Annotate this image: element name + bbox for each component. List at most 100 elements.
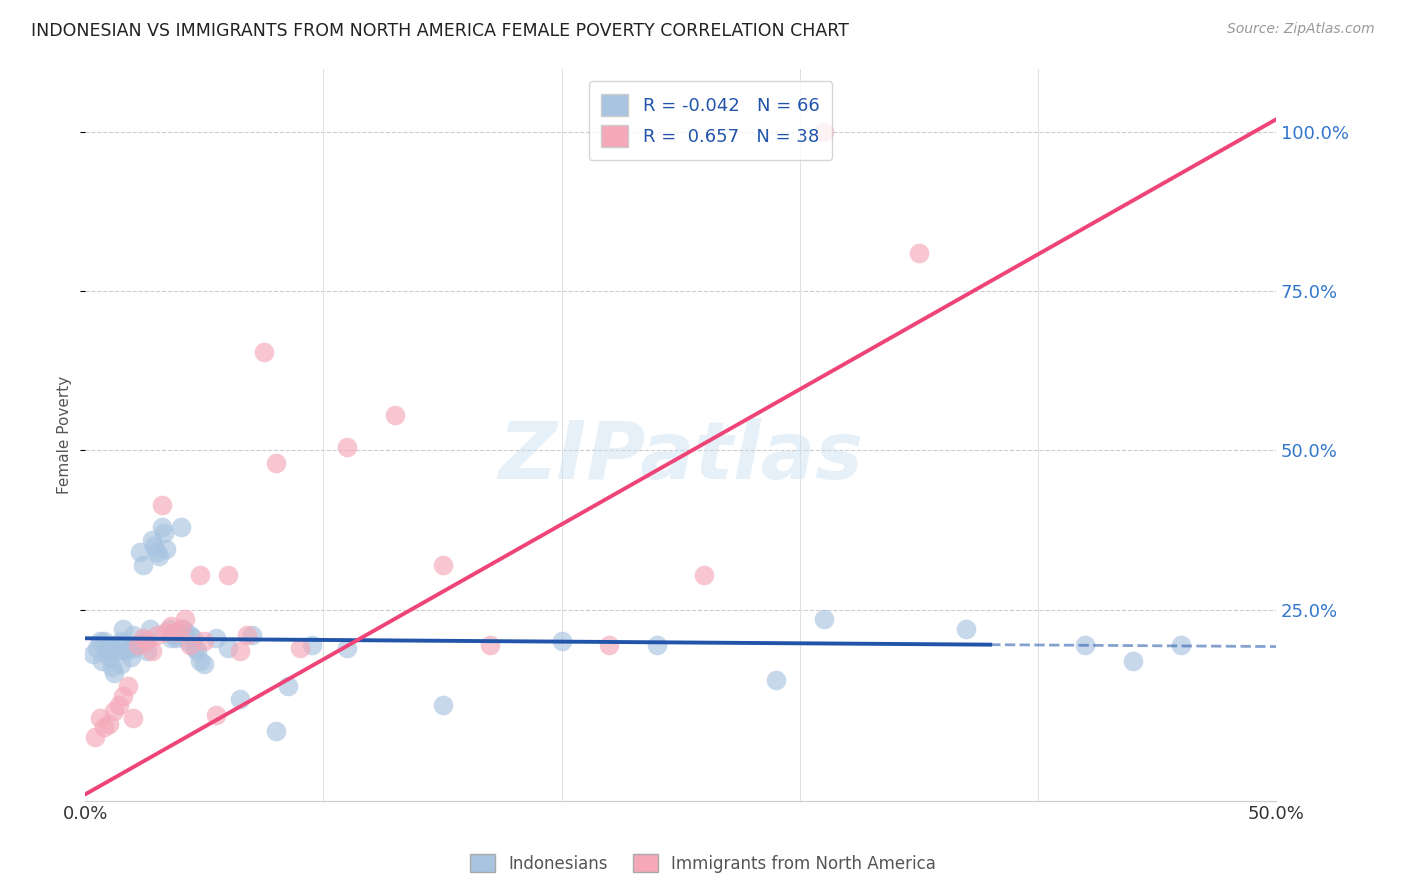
Point bbox=[120, 650, 142, 665]
Point bbox=[117, 640, 139, 655]
Point bbox=[264, 723, 287, 738]
Point bbox=[103, 666, 125, 681]
Point bbox=[181, 632, 204, 646]
Point bbox=[205, 707, 228, 722]
Point bbox=[93, 720, 115, 734]
Point bbox=[110, 657, 132, 671]
Point bbox=[112, 689, 135, 703]
Point bbox=[122, 628, 145, 642]
Point bbox=[110, 634, 132, 648]
Point bbox=[86, 640, 108, 655]
Point bbox=[193, 634, 215, 648]
Point bbox=[98, 717, 121, 731]
Point bbox=[179, 638, 201, 652]
Point bbox=[288, 640, 311, 655]
Point bbox=[150, 498, 173, 512]
Point bbox=[153, 526, 176, 541]
Point bbox=[98, 650, 121, 665]
Point bbox=[89, 634, 111, 648]
Point bbox=[384, 409, 406, 423]
Point bbox=[165, 632, 187, 646]
Point bbox=[96, 644, 118, 658]
Point bbox=[122, 640, 145, 655]
Point bbox=[155, 624, 177, 639]
Point bbox=[124, 638, 146, 652]
Point bbox=[193, 657, 215, 671]
Point bbox=[645, 638, 668, 652]
Point bbox=[236, 628, 259, 642]
Point bbox=[174, 612, 197, 626]
Point bbox=[98, 640, 121, 655]
Point bbox=[229, 644, 252, 658]
Point bbox=[100, 660, 122, 674]
Point bbox=[179, 628, 201, 642]
Y-axis label: Female Poverty: Female Poverty bbox=[58, 376, 72, 493]
Point bbox=[91, 654, 114, 668]
Point bbox=[1074, 638, 1097, 652]
Point bbox=[177, 634, 200, 648]
Point bbox=[141, 644, 163, 658]
Point bbox=[432, 558, 454, 572]
Point bbox=[188, 567, 211, 582]
Point bbox=[174, 624, 197, 639]
Point bbox=[479, 638, 502, 652]
Point bbox=[336, 440, 359, 454]
Point bbox=[129, 545, 152, 559]
Point bbox=[105, 644, 128, 658]
Point bbox=[550, 634, 572, 648]
Point bbox=[134, 634, 156, 648]
Point bbox=[217, 567, 239, 582]
Point bbox=[1122, 654, 1144, 668]
Point bbox=[107, 638, 129, 652]
Text: ZIPatlas: ZIPatlas bbox=[498, 417, 863, 496]
Point bbox=[150, 520, 173, 534]
Point bbox=[136, 634, 159, 648]
Point bbox=[162, 628, 184, 642]
Point bbox=[598, 638, 620, 652]
Point bbox=[138, 622, 160, 636]
Point bbox=[127, 638, 149, 652]
Point bbox=[127, 638, 149, 652]
Point bbox=[115, 644, 138, 658]
Text: INDONESIAN VS IMMIGRANTS FROM NORTH AMERICA FEMALE POVERTY CORRELATION CHART: INDONESIAN VS IMMIGRANTS FROM NORTH AMER… bbox=[31, 22, 849, 40]
Point bbox=[907, 246, 929, 260]
Point bbox=[143, 539, 166, 553]
Point bbox=[188, 654, 211, 668]
Point bbox=[693, 567, 716, 582]
Point bbox=[186, 644, 208, 658]
Point bbox=[765, 673, 787, 687]
Legend: R = -0.042   N = 66, R =  0.657   N = 38: R = -0.042 N = 66, R = 0.657 N = 38 bbox=[589, 81, 832, 160]
Point bbox=[82, 647, 104, 661]
Point bbox=[301, 638, 323, 652]
Point bbox=[160, 618, 183, 632]
Point bbox=[160, 632, 183, 646]
Point bbox=[240, 628, 263, 642]
Point bbox=[155, 542, 177, 557]
Point bbox=[336, 640, 359, 655]
Point bbox=[169, 622, 191, 636]
Point bbox=[131, 558, 153, 572]
Point bbox=[112, 622, 135, 636]
Point bbox=[167, 628, 190, 642]
Point bbox=[432, 698, 454, 713]
Point bbox=[136, 644, 159, 658]
Point bbox=[205, 632, 228, 646]
Point bbox=[103, 705, 125, 719]
Point bbox=[277, 679, 299, 693]
Point bbox=[813, 125, 835, 139]
Point bbox=[172, 622, 194, 636]
Point bbox=[122, 711, 145, 725]
Point bbox=[83, 730, 105, 744]
Point bbox=[131, 632, 153, 646]
Point bbox=[253, 344, 276, 359]
Point bbox=[157, 622, 180, 636]
Point bbox=[229, 691, 252, 706]
Point bbox=[217, 640, 239, 655]
Point bbox=[165, 624, 187, 639]
Point bbox=[141, 533, 163, 547]
Point bbox=[169, 520, 191, 534]
Point bbox=[955, 622, 977, 636]
Point bbox=[1170, 638, 1192, 652]
Point bbox=[107, 698, 129, 713]
Point bbox=[264, 456, 287, 470]
